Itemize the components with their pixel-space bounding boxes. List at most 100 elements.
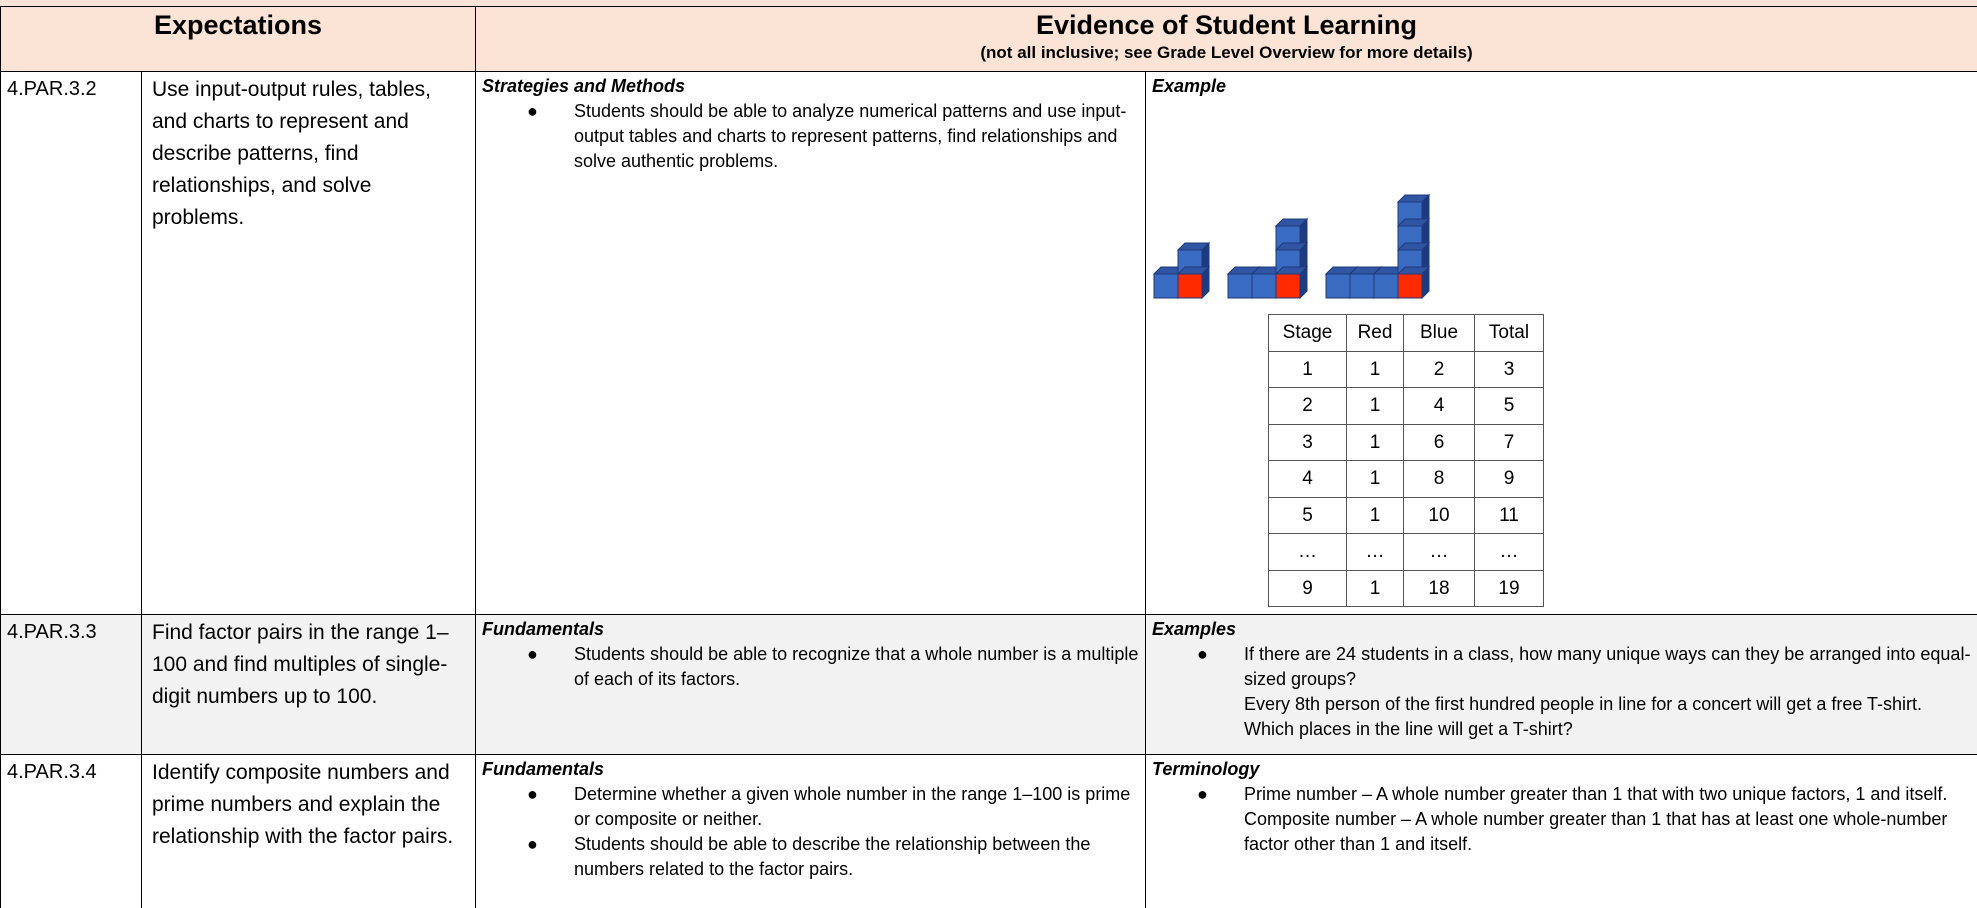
item-text: Prime number – A whole number greater th…	[1244, 784, 1948, 804]
stage-cell: 1	[1346, 423, 1404, 461]
row: 4.PAR.3.4 Identify composite numbers and…	[0, 754, 1977, 908]
stage-cell: 7	[1474, 423, 1544, 461]
stage-cell: 6	[1403, 423, 1475, 461]
stage-cell: 10	[1403, 496, 1475, 534]
stage-table: Stage Red Blue Total 1 1 2 3 2 1 4 5 3 1 6 7 4 1 8 9 5 1 10 11……	[1268, 314, 1544, 607]
bullet: ●	[527, 834, 538, 854]
cube-front	[1153, 273, 1179, 299]
stage-cell: 18	[1403, 569, 1475, 607]
header-title: Evidence of Student Learning	[1035, 10, 1418, 40]
stage-row: …………	[1268, 533, 1544, 571]
bullet: ●	[1197, 644, 1208, 664]
standards-table: Expectations Evidence of Student Learnin…	[0, 6, 1977, 908]
cell: Fundamentals ● Determine whether a given w…	[475, 754, 1146, 908]
cube-front	[1177, 273, 1203, 299]
code: 4.PAR.3.2	[0, 71, 142, 615]
header-row: Expectations Evidence of Student Learnin…	[0, 6, 1977, 72]
stage-cell: 1	[1346, 350, 1404, 388]
header-cell: Expectations	[0, 6, 476, 72]
cube-front	[1397, 273, 1423, 299]
cell: Example Stage Red Blue Total 1 1 2 3 2 1 4 5 3 1 6 7 4 1 8…	[1145, 71, 1977, 615]
item-text: Students should be able to analyze numer…	[574, 101, 1127, 171]
stage-cell: 19	[1474, 569, 1544, 607]
header-cell: Evidence of Student Learning (not all inc…	[475, 6, 1977, 72]
expectation: Identify composite numbers and prime num…	[141, 754, 476, 908]
list: ● Determine whether a given whole number …	[482, 782, 1139, 882]
list-item: ● Students should be able to recognize th…	[527, 642, 1139, 692]
stage-cell: 9	[1474, 460, 1544, 498]
cube-front	[1325, 273, 1351, 299]
item-text: Students should be able to describe the …	[574, 834, 1091, 879]
item-text: If there are 24 students in a class, how…	[1244, 644, 1971, 689]
row: 4.PAR.3.2 Use input-output rules, tables…	[0, 71, 1977, 615]
cube-front	[1275, 273, 1301, 299]
list-item: ● Prime number – A whole number greater t…	[1197, 782, 1971, 857]
stage-cell: 3	[1268, 423, 1347, 461]
stage-cell: …	[1346, 533, 1404, 571]
bullet: ●	[1197, 784, 1208, 804]
item-text: Every 8th person of the first hundred pe…	[1244, 694, 1923, 739]
bullet: ●	[527, 101, 538, 121]
header-title: Expectations	[153, 10, 323, 40]
row: 4.PAR.3.3 Find factor pairs in the range…	[0, 614, 1977, 755]
stage-cell: 2	[1403, 350, 1475, 388]
example: Example Stage Red Blue Total 1 1 2 3 2 1 4 5 3 1 6 7 4 1 8…	[1152, 74, 1971, 607]
heading: Example	[1152, 76, 1227, 96]
stage-cell: 2	[1268, 387, 1347, 425]
list-item: ● Students should be able to analyze nume…	[527, 99, 1139, 174]
list: ● If there are 24 students in a class, ho…	[1152, 642, 1971, 742]
cell: Strategies and Methods ● Students should b…	[475, 71, 1146, 615]
stage-cell: …	[1403, 533, 1475, 571]
item-text: Composite number – A whole number greate…	[1244, 809, 1948, 854]
stage-cell: 11	[1474, 496, 1544, 534]
stage-cell: …	[1268, 533, 1347, 571]
heading: Terminology	[1152, 759, 1260, 779]
bullet: ●	[527, 784, 538, 804]
stage-cell: 9	[1268, 569, 1347, 607]
stage-cell: …	[1474, 533, 1544, 571]
stage-cell: 1	[1346, 387, 1404, 425]
list-item: ● Students should be able to describe the…	[527, 832, 1139, 882]
column-header: Stage	[1268, 314, 1347, 352]
stage-header: Stage Red Blue Total	[1268, 314, 1544, 352]
stage-cell: 5	[1268, 496, 1347, 534]
cube-front	[1227, 273, 1253, 299]
list: ● Students should be able to analyze nume…	[482, 99, 1139, 174]
cell: Fundamentals ● Students should be able to …	[475, 614, 1146, 755]
heading: Fundamentals	[482, 759, 605, 779]
heading: Strategies and Methods	[482, 76, 686, 96]
column-header: Total	[1474, 314, 1544, 352]
list-item: ● Determine whether a given whole number …	[527, 782, 1139, 832]
cell: Examples ● If there are 24 students in a c…	[1145, 614, 1977, 755]
heading: Fundamentals	[482, 619, 605, 639]
cell: Terminology ● Prime number – A whole numbe…	[1145, 754, 1977, 908]
item-text: Determine whether a given whole number i…	[574, 784, 1131, 829]
cube-figure	[1152, 193, 1431, 300]
stage-row: 9 1 18 19	[1268, 569, 1544, 607]
column-header: Blue	[1403, 314, 1475, 352]
stage-cell: 1	[1346, 496, 1404, 534]
stage-cell: 1	[1346, 460, 1404, 498]
stage-row: 5 1 10 11	[1268, 496, 1544, 534]
cube-front	[1349, 273, 1375, 299]
cube-front	[1373, 273, 1399, 299]
stage-cell: 4	[1403, 387, 1475, 425]
stage-cell: 4	[1268, 460, 1347, 498]
list: ● Prime number – A whole number greater t…	[1152, 782, 1971, 857]
code: 4.PAR.3.4	[0, 754, 142, 908]
column-header: Red	[1346, 314, 1404, 352]
stage-cell: 1	[1268, 350, 1347, 388]
list: ● Students should be able to recognize th…	[482, 642, 1139, 692]
code: 4.PAR.3.3	[0, 614, 142, 755]
list-item: ● If there are 24 students in a class, ho…	[1197, 642, 1971, 742]
stage-cell: 8	[1403, 460, 1475, 498]
stage-cell: 1	[1346, 569, 1404, 607]
heading: Examples	[1152, 619, 1237, 639]
header-note: (not all inclusive; see Grade Level Over…	[980, 43, 1473, 62]
item-text: Students should be able to recognize tha…	[574, 644, 1139, 689]
expectation: Use input-output rules, tables, and char…	[141, 71, 476, 615]
